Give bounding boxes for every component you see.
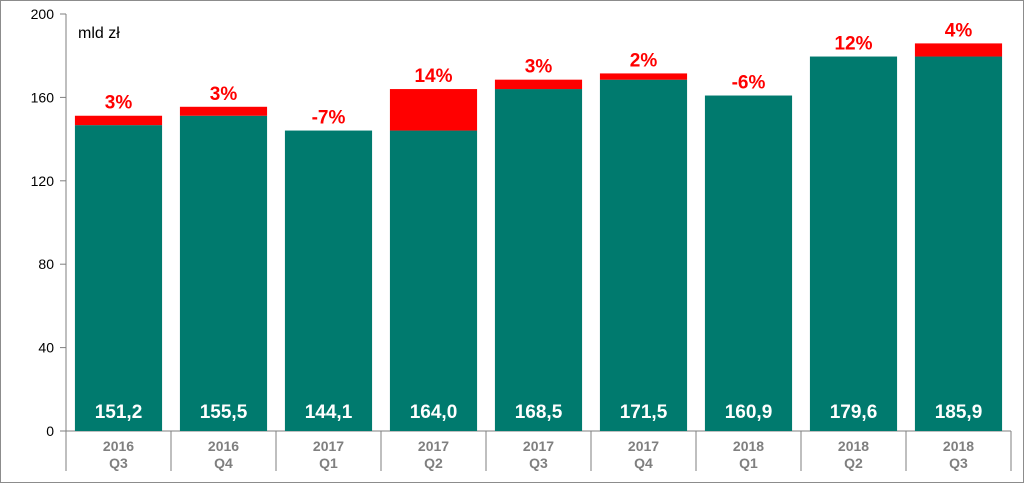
x-tick-label-year: 2016 [103, 438, 134, 454]
x-tick-label-quarter: Q4 [634, 455, 653, 471]
bar-value-label: 168,5 [515, 402, 563, 423]
bar-value-label: 155,5 [200, 402, 248, 423]
bar-value-label: 171,5 [620, 402, 668, 423]
y-tick-label: 200 [31, 6, 55, 22]
bar-value-label: 160,9 [725, 402, 773, 423]
y-tick-label: 0 [46, 423, 54, 439]
x-tick-label-year: 2017 [523, 438, 554, 454]
bar-base [179, 115, 268, 432]
bar-value-label: 185,9 [935, 402, 983, 423]
bar-change-label: 3% [210, 84, 238, 105]
x-tick-label-year: 2017 [418, 438, 449, 454]
y-tick-label: 120 [31, 173, 55, 189]
bars [74, 43, 1003, 432]
bar-change-label: 3% [105, 93, 133, 114]
bar-change-label: 12% [834, 34, 872, 55]
x-tick-label-quarter: Q1 [319, 455, 338, 471]
bar-base [599, 79, 688, 432]
x-tick-label-year: 2016 [208, 438, 239, 454]
x-tick-label-quarter: Q1 [739, 455, 758, 471]
x-tick-label-quarter: Q3 [949, 455, 968, 471]
bar-change-label: -6% [732, 73, 766, 94]
bar-base [914, 56, 1003, 432]
x-tick-label-year: 2017 [628, 438, 659, 454]
x-tick-label-year: 2018 [733, 438, 764, 454]
bar-base [74, 125, 163, 432]
bar-increase [74, 115, 163, 126]
bar-base [704, 95, 793, 431]
x-tick-label-quarter: Q3 [529, 455, 548, 471]
bar-change-label: 2% [630, 50, 658, 71]
bar-increase [494, 79, 583, 90]
bar-increase [179, 106, 268, 116]
bar-change-label: -7% [312, 108, 346, 129]
bar-base [494, 89, 583, 431]
x-tick-label-quarter: Q3 [109, 455, 128, 471]
x-tick-label-year: 2018 [838, 438, 869, 454]
y-tick-label: 160 [31, 89, 55, 105]
bar-increase [599, 73, 688, 80]
bar-change-label: 3% [525, 57, 553, 78]
x-tick-label-quarter: Q2 [424, 455, 443, 471]
bar-change-label: 4% [945, 20, 973, 41]
y-tick-label: 40 [38, 340, 54, 356]
bar-value-label: 144,1 [305, 402, 353, 423]
labels: 151,2 3% 155,5 3% 144,1 -7% 164,0 14% 168,5 3% 171… [95, 20, 983, 423]
y-tick-label: 80 [38, 256, 54, 272]
bar-change-label: 14% [414, 66, 452, 87]
bar-increase [914, 43, 1003, 57]
x-tick-label-quarter: Q2 [844, 455, 863, 471]
unit-label: mld zł [78, 25, 120, 42]
x-tick-label-quarter: Q4 [214, 455, 233, 471]
bar-value-label: 179,6 [830, 402, 878, 423]
bar-base [389, 130, 478, 431]
bar-base [284, 130, 373, 431]
bar-value-label: 164,0 [410, 402, 458, 423]
x-tick-label-year: 2018 [943, 438, 974, 454]
bar-value-label: 151,2 [95, 402, 143, 423]
bar-increase [389, 89, 478, 131]
bar-base [809, 56, 898, 432]
x-tick-label-year: 2017 [313, 438, 344, 454]
